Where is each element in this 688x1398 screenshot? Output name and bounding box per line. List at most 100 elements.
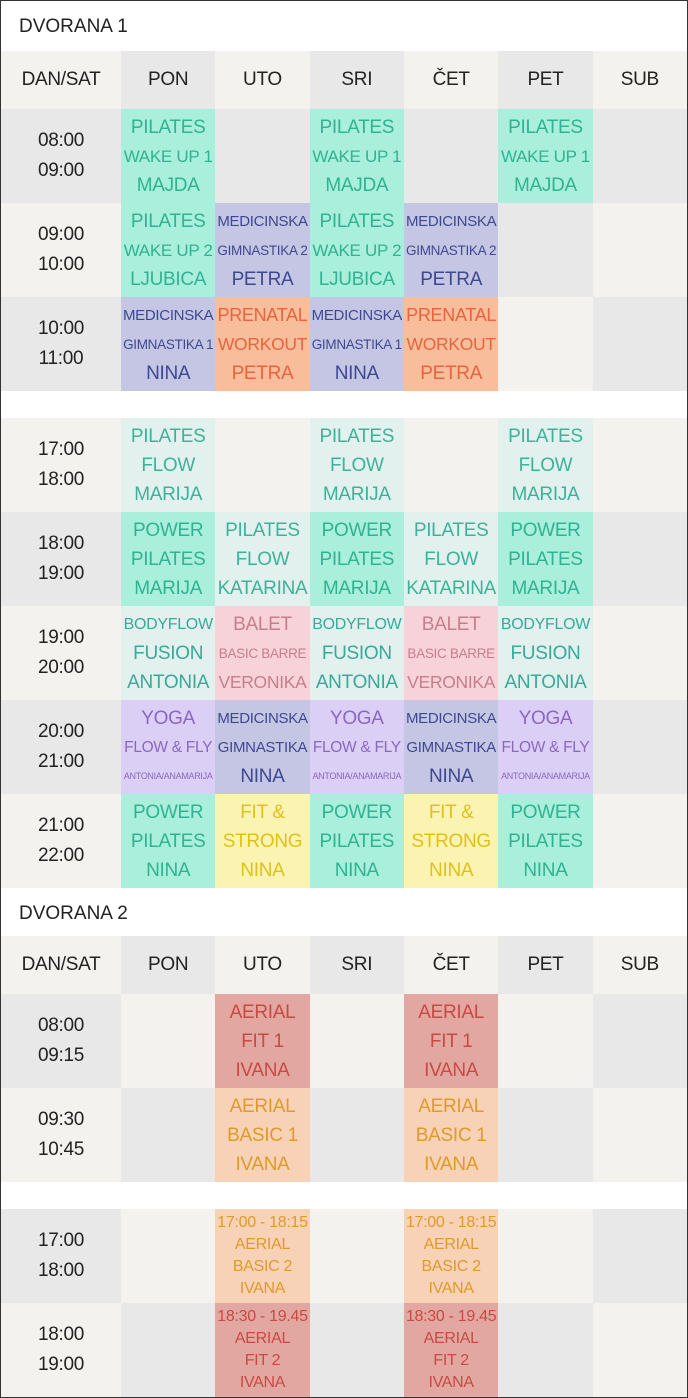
class-line: BASIC 2 xyxy=(421,1258,482,1275)
class-line: FLOW & FLY xyxy=(312,738,401,756)
schedule-row: 10:00 11:00 MEDICINSKA GIMNASTIKA 1 NINA PREN… xyxy=(1,297,687,391)
class-line: FIT 2 xyxy=(244,1352,281,1369)
class-cell: 17:00 - 18:15 AERIAL BASIC 2 IVANA xyxy=(403,1209,499,1303)
class-line: BODYFLOW xyxy=(500,615,591,633)
class-line: MARIJA xyxy=(134,483,203,505)
class-line: FLOW xyxy=(235,548,290,570)
class-line: MEDICINSKA xyxy=(311,306,403,324)
class-line: PILATES xyxy=(130,548,206,570)
class-line: NINA xyxy=(429,765,474,787)
schedule-row: 18:00 19:00 POWER PILATES MARIJA PILATES FLOW K… xyxy=(1,512,687,606)
class-line: FLOW xyxy=(141,454,195,476)
class-line: MARIJA xyxy=(511,577,580,599)
empty-cell xyxy=(592,1209,687,1303)
class-line: PILATES xyxy=(130,116,206,138)
class-cell: FIT & STRONG NINA xyxy=(215,794,310,888)
gap xyxy=(1,391,687,418)
schedule-row: 08:00 09:15 AERIAL FIT 1 IVANA AERIAL FIT 1 IVA… xyxy=(1,994,687,1088)
header-cell: PON xyxy=(121,51,216,109)
time-label: 21:00 xyxy=(37,751,85,772)
class-line: PILATES xyxy=(319,116,395,138)
class-cell: PILATES FLOW KATARINA xyxy=(403,512,499,606)
class-line: VERONIKA xyxy=(218,671,307,692)
class-line: ANTONIA/ANAMARIJA xyxy=(501,770,590,781)
time-cell: 17:00 18:00 xyxy=(1,418,121,512)
empty-cell xyxy=(403,418,499,512)
class-cell: 17:00 - 18:15 AERIAL BASIC 2 IVANA xyxy=(215,1209,310,1303)
time-cell: 10:00 11:00 xyxy=(1,297,121,391)
class-line: KATARINA xyxy=(406,577,497,599)
empty-cell xyxy=(592,606,687,700)
class-cell: PILATES WAKE UP 2 LJUBICA xyxy=(121,203,216,297)
schedule-row: 19:00 20:00 BODYFLOW FUSION ANTONIA BALET BASI… xyxy=(1,606,687,700)
header-label: PON xyxy=(148,69,189,90)
header-row: DAN/SAT PON UTO SRI ČET PET SUB xyxy=(1,936,687,994)
header-label: UTO xyxy=(243,69,282,90)
time-label: 18:00 xyxy=(37,469,85,490)
time-cell: 09:00 10:00 xyxy=(1,203,121,297)
header-row: DAN/SAT PON UTO SRI ČET PET SUB xyxy=(1,51,687,109)
class-line: POWER xyxy=(321,801,393,823)
class-line: MAJDA xyxy=(136,174,200,196)
class-line: WAKE UP 1 xyxy=(123,146,213,166)
class-line: MEDICINSKA xyxy=(405,709,497,727)
class-line: IVANA xyxy=(235,1153,290,1175)
empty-cell xyxy=(498,994,593,1088)
class-line: PILATES xyxy=(319,830,395,852)
class-line: PETRA xyxy=(420,268,483,290)
class-line: MEDICINSKA xyxy=(405,212,497,230)
time-label: 10:00 xyxy=(37,254,85,275)
class-line: BODYFLOW xyxy=(312,615,402,633)
class-cell: MEDICINSKA GIMNASTIKA 1 NINA xyxy=(309,297,404,391)
class-line: BALET xyxy=(233,613,292,635)
class-cell: PILATES WAKE UP 2 LJUBICA xyxy=(309,203,404,297)
time-cell: 21:00 22:00 xyxy=(1,794,121,888)
class-line: AERIAL xyxy=(234,1330,291,1347)
time-label: 19:00 xyxy=(37,1354,85,1375)
class-line: IVANA xyxy=(424,1153,479,1175)
class-line: YOGA xyxy=(329,707,384,729)
class-line: AERIAL xyxy=(418,1001,485,1023)
time-label: 09:00 xyxy=(37,224,85,245)
time-label: 18:00 xyxy=(37,1260,85,1281)
time-cell: 09:30 10:45 xyxy=(1,1088,121,1182)
class-line: FIT & xyxy=(428,801,474,823)
class-cell: POWER PILATES NINA xyxy=(121,794,216,888)
header-cell: PON xyxy=(121,936,216,994)
empty-cell xyxy=(121,994,216,1088)
class-line: POWER xyxy=(133,519,204,541)
class-cell: AERIAL BASIC 1 IVANA xyxy=(403,1088,499,1182)
class-line: PILATES xyxy=(130,830,206,852)
class-cell: POWER PILATES NINA xyxy=(498,794,593,888)
empty-cell xyxy=(592,994,687,1088)
class-cell: 18:30 - 19.45 AERIAL FIT 2 IVANA xyxy=(403,1303,499,1397)
class-line: FIT & xyxy=(240,801,285,823)
class-line: VERONIKA xyxy=(407,671,496,692)
time-label: 10:45 xyxy=(37,1139,85,1160)
time-label: 18:00 xyxy=(37,1324,85,1345)
class-line: MARIJA xyxy=(134,577,203,599)
class-cell: BODYFLOW FUSION ANTONIA xyxy=(498,606,593,700)
empty-cell xyxy=(121,1088,216,1182)
class-cell: AERIAL FIT 1 IVANA xyxy=(215,994,310,1088)
class-line: MEDICINSKA xyxy=(217,709,308,727)
schedule-row: 09:30 10:45 AERIAL BASIC 1 IVANA AERIAL BASIC … xyxy=(1,1088,687,1182)
hall-title: DVORANA 1 xyxy=(1,1,687,51)
class-line: POWER xyxy=(510,519,581,541)
class-line: IVANA xyxy=(428,1280,474,1297)
class-cell: MEDICINSKA GIMNASTIKA NINA xyxy=(215,700,310,794)
class-line: BODYFLOW xyxy=(123,615,213,633)
class-line: FLOW & FLY xyxy=(501,738,590,756)
class-cell: PRENATAL WORKOUT PETRA xyxy=(215,297,310,391)
time-label: 09:00 xyxy=(37,160,85,181)
header-cell: SRI xyxy=(309,51,404,109)
time-cell: 17:00 18:00 xyxy=(1,1209,121,1303)
class-line: GIMNASTIKA 2 xyxy=(406,242,497,258)
class-line: MARIJA xyxy=(511,483,580,505)
class-line: BASIC BARRE xyxy=(407,645,495,661)
class-cell: POWER PILATES NINA xyxy=(309,794,404,888)
class-line: WAKE UP 2 xyxy=(123,240,213,260)
class-line: FLOW xyxy=(424,548,478,570)
class-line: PILATES xyxy=(130,210,206,232)
class-line: NINA xyxy=(240,859,285,881)
